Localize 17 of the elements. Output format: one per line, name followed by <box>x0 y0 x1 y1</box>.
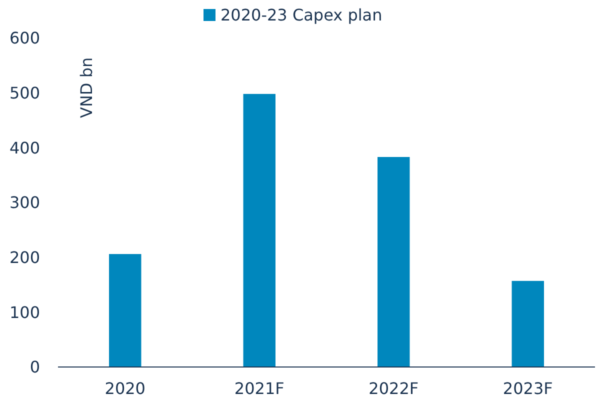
bar <box>109 254 142 367</box>
y-tick-label: 100 <box>9 302 40 322</box>
legend-label: 2020-23 Capex plan <box>220 6 382 25</box>
x-tick-label: 2022F <box>368 379 419 398</box>
y-tick-label: 400 <box>9 138 40 158</box>
x-tick-label: 2023F <box>502 379 553 398</box>
bar <box>243 94 276 367</box>
x-tick-label: 2021F <box>234 379 284 398</box>
y-tick-label: 300 <box>9 193 40 212</box>
y-tick-label: 600 <box>9 28 40 48</box>
bar <box>512 280 544 367</box>
y-tick-label: 200 <box>9 248 40 267</box>
x-tick-label: 2020 <box>104 379 146 398</box>
y-tick-label: 500 <box>9 83 40 102</box>
y-axis-title: VND bn <box>77 57 96 118</box>
y-tick-label: 0 <box>30 358 40 377</box>
bar <box>378 156 410 367</box>
